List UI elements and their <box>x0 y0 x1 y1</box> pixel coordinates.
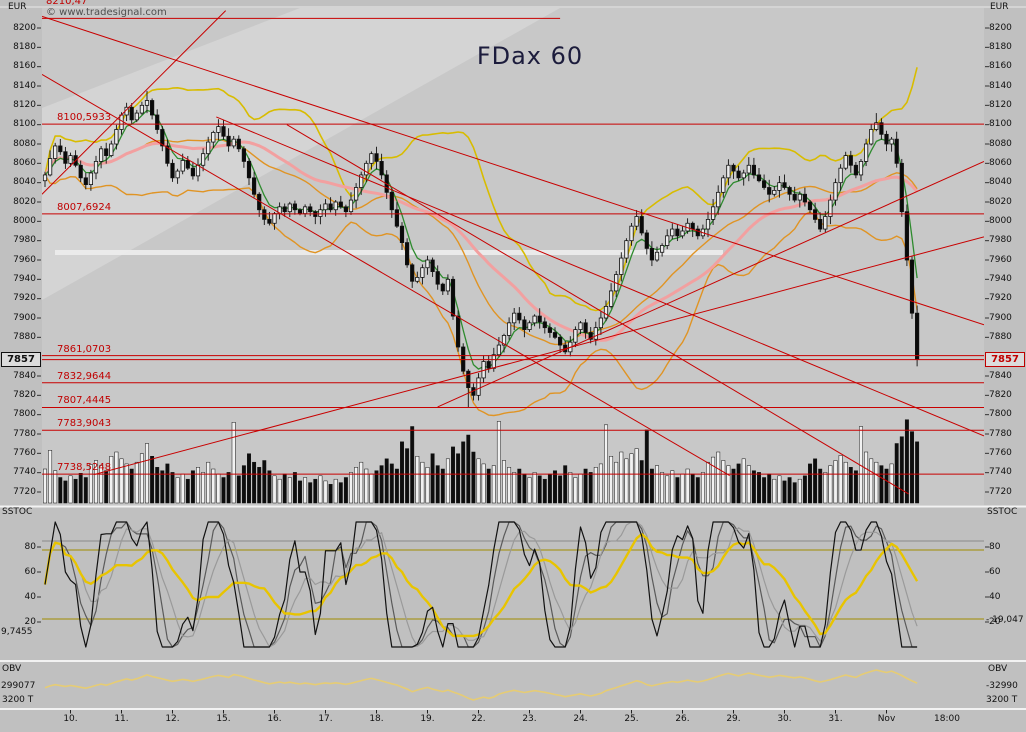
chart-canvas[interactable] <box>0 0 1026 732</box>
tradesignal-chart-window: 8100,5933 8007,6924 7861,0703 7832,9644 7807… <box>0 0 1026 732</box>
